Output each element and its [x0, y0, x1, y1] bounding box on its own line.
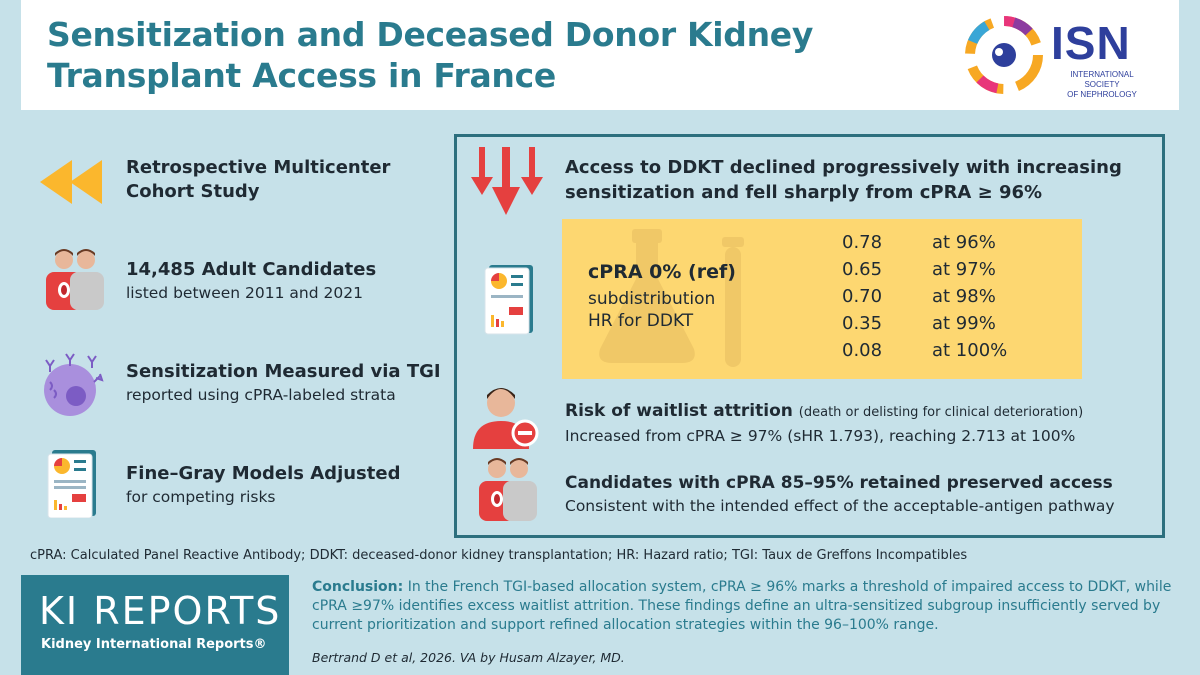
preserved-desc: Consistent with the intended effect of t… [565, 497, 1115, 515]
isn-logo-text: ISN [1051, 17, 1131, 69]
study-design-title: Retrospective Multicenter Cohort Study [126, 156, 390, 204]
hr-threshold: at 96% [932, 232, 996, 253]
study-design-line-2: Cohort Study [126, 181, 260, 202]
reference-desc-line-2: HR for DDKT [588, 311, 694, 331]
hr-value: 0.65 [842, 259, 883, 280]
hr-value: 0.70 [842, 286, 883, 307]
citation: Bertrand D et al, 2026. VA by Husam Alza… [312, 650, 625, 665]
hr-value: 0.78 [842, 232, 883, 253]
reference-desc: subdistribution HR for DDKT [588, 288, 715, 332]
candidates-item: 14,485 Adult Candidates listed between 2… [36, 246, 456, 316]
isn-logo: ISN INTERNATIONAL SOCIETY OF NEPHROLOGY [959, 6, 1159, 104]
preserved-title: Candidates with cPRA 85–95% retained pre… [565, 473, 1113, 493]
hr-value: 0.35 [842, 313, 883, 334]
attrition-block: Risk of waitlist attrition (death or del… [565, 399, 1155, 447]
conclusion-text: Conclusion: In the French TGI-based allo… [312, 578, 1172, 635]
headline-line-1: Access to DDKT declined progressively wi… [565, 157, 1122, 178]
sensitization-desc: reported using cPRA-labeled strata [126, 386, 396, 404]
hr-threshold: at 97% [932, 259, 996, 280]
findings-headline: Access to DDKT declined progressively wi… [565, 155, 1155, 205]
reference-desc-line-1: subdistribution [588, 289, 716, 309]
study-design-line-1: Retrospective Multicenter [126, 157, 391, 178]
rewind-arrows-icon [40, 160, 102, 204]
hr-row: 0.35 at 99% [842, 310, 1052, 337]
hr-value: 0.08 [842, 340, 883, 361]
hr-threshold: at 99% [932, 313, 996, 334]
report-chart-icon [484, 265, 533, 335]
isn-logo-subtitle: INTERNATIONAL SOCIETY OF NEPHROLOGY [1052, 70, 1152, 100]
page-title: Sensitization and Deceased Donor Kidney … [47, 14, 813, 96]
cell-antibody-icon [44, 353, 104, 416]
conclusion-body: In the French TGI-based allocation syste… [312, 579, 1172, 633]
patient-minus-icon [473, 388, 539, 449]
report-chart-icon [47, 450, 96, 518]
models-desc: for competing risks [126, 488, 276, 506]
findings-box: Access to DDKT declined progressively wi… [454, 134, 1165, 538]
hr-threshold: at 98% [932, 286, 996, 307]
people-kidney-icon [479, 458, 537, 521]
attrition-title: Risk of waitlist attrition [565, 401, 793, 421]
title-line-1: Sensitization and Deceased Donor Kidney [47, 15, 814, 54]
study-design-item: Retrospective Multicenter Cohort Study [36, 148, 456, 218]
header-banner: Sensitization and Deceased Donor Kidney … [21, 0, 1179, 110]
hr-panel: cPRA 0% (ref) subdistribution HR for DDK… [562, 219, 1082, 379]
hr-threshold: at 100% [932, 340, 1008, 361]
flask-icon [599, 229, 744, 367]
ki-reports-subtitle: Kidney International Reports® [41, 637, 267, 652]
reference-label: cPRA 0% (ref) [588, 261, 736, 283]
hr-row: 0.70 at 98% [842, 283, 1052, 310]
down-arrows-icon [471, 147, 543, 215]
models-title: Fine–Gray Models Adjusted [126, 463, 401, 484]
candidates-desc: listed between 2011 and 2021 [126, 284, 363, 302]
attrition-heading: Risk of waitlist attrition (death or del… [565, 399, 1155, 425]
ki-reports-logo: KI REPORTS Kidney International Reports® [21, 575, 289, 675]
hr-row: 0.65 at 97% [842, 256, 1052, 283]
abbreviations-note: cPRA: Calculated Panel Reactive Antibody… [30, 548, 968, 563]
isn-sub-line-1: INTERNATIONAL SOCIETY [1070, 70, 1134, 89]
headline-line-2: sensitization and fell sharply from cPRA… [565, 182, 1043, 203]
hr-row: 0.78 at 96% [842, 229, 1052, 256]
isn-sub-line-2: OF NEPHROLOGY [1067, 90, 1137, 99]
sensitization-item: Sensitization Measured via TGI reported … [36, 350, 456, 422]
hr-table: 0.78 at 96% 0.65 at 97% 0.70 at 98% 0.35… [842, 229, 1052, 364]
conclusion-label: Conclusion: [312, 579, 404, 595]
sensitization-title: Sensitization Measured via TGI [126, 361, 441, 382]
candidates-title: 14,485 Adult Candidates [126, 259, 377, 280]
preserved-block: Candidates with cPRA 85–95% retained pre… [565, 471, 1155, 517]
models-item: Fine–Gray Models Adjusted for competing … [36, 450, 456, 522]
ki-reports-brand: KI REPORTS [39, 589, 282, 633]
attrition-desc: Increased from cPRA ≥ 97% (sHR 1.793), r… [565, 427, 1076, 445]
isn-globe-icon [965, 16, 1043, 94]
people-kidney-icon [46, 249, 104, 310]
attrition-note: (death or delisting for clinical deterio… [798, 405, 1084, 420]
title-line-2: Transplant Access in France [47, 56, 556, 95]
hr-row: 0.08 at 100% [842, 337, 1052, 364]
